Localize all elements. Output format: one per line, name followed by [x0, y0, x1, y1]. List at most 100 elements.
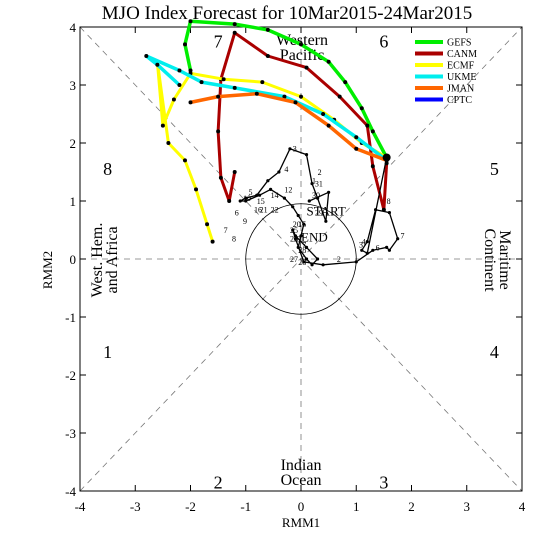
legend-label-ukme: UKME [447, 72, 476, 83]
observed-point [266, 179, 270, 183]
series-point-jman [326, 123, 331, 128]
series-point-ukme [232, 85, 237, 90]
observed-day-label: 8 [387, 197, 391, 206]
region-label-line: Ocean [281, 472, 322, 489]
phase-label: 1 [103, 342, 112, 362]
end-label: END [301, 230, 328, 245]
series-point-ecmf [171, 97, 176, 102]
observed-point [282, 196, 287, 200]
phase-label: 2 [214, 472, 223, 492]
phase-label: 3 [379, 472, 388, 492]
observed-point [310, 263, 314, 267]
observed-day-label: 10 [243, 194, 251, 203]
observed-day-label: 16 [254, 206, 262, 215]
observed-point [385, 245, 389, 249]
start-label: START [307, 204, 346, 219]
series-point-canm [304, 65, 309, 70]
legend-label-cptc: CPTC [447, 95, 472, 106]
observed-day-label: 14 [271, 191, 279, 200]
region-label-line: Western [276, 32, 328, 49]
observed-point [304, 257, 309, 261]
observed-point [257, 193, 262, 197]
x-tick-label: -1 [240, 499, 251, 514]
observed-day-label: 4 [284, 165, 288, 174]
y-axis-label: RMM2 [40, 251, 55, 289]
series-point-gefs [326, 59, 331, 64]
series-point-canm [265, 54, 270, 58]
observed-day-label: 7 [224, 226, 228, 235]
series-point-gefs [299, 42, 303, 47]
unit-circle [245, 203, 357, 315]
series-line-ukme [144, 54, 388, 162]
series-point-canm [232, 170, 237, 174]
observed-day-label: 2 [318, 168, 322, 177]
observed-point [315, 196, 320, 200]
region-label-line: Indian [281, 457, 322, 474]
phase-labels: 1 2 3 4 5 6 7 8 [103, 32, 499, 493]
observed-day-label: 19 [293, 235, 301, 244]
observed-day-label: 30 [312, 191, 320, 200]
x-tick-label: 2 [408, 499, 415, 514]
observed-point [360, 248, 364, 252]
phase-label: 4 [490, 342, 499, 362]
series-point-ukme [144, 54, 149, 58]
region-label-line: and Africa [104, 226, 121, 293]
series-point-gefs [343, 80, 348, 85]
y-tick-label: 2 [70, 136, 77, 151]
observed-day-label: 15 [257, 197, 265, 206]
phase-label: 6 [379, 32, 388, 52]
series-point-ecmf [205, 222, 210, 227]
y-tick-label: -3 [65, 426, 76, 441]
series-point-jman [188, 100, 193, 105]
region-label-line: Maritime [496, 230, 513, 290]
y-tick-label: -4 [65, 484, 76, 499]
observed-point [396, 237, 400, 241]
observed-day-label: 3 [293, 145, 297, 154]
observed-day-label: 21 [260, 206, 268, 215]
observed-point [238, 199, 242, 203]
series-point-ecmf [182, 158, 187, 163]
observed-point [310, 182, 314, 186]
observed-point [365, 240, 369, 244]
observed-day-label: 5 [249, 188, 253, 197]
series-point-canm [216, 129, 221, 134]
phase-label: 7 [214, 32, 223, 52]
observed-day-label: 28 [298, 258, 306, 267]
observed-point [324, 219, 328, 223]
observed-day-label: 9 [243, 217, 247, 226]
observed-point [296, 213, 300, 218]
observed-day-label: 6 [376, 243, 380, 252]
x-tick-label: 1 [353, 499, 360, 514]
x-tick-label: -4 [75, 499, 86, 514]
series-point-ecmf [194, 187, 199, 192]
series-point-ukme [177, 83, 182, 87]
observed-day-label: 3 [359, 240, 363, 249]
series-point-jman [354, 146, 359, 151]
observed-point [327, 190, 331, 194]
observed-day-label: 20 [293, 220, 301, 229]
series-point-jman [293, 100, 298, 105]
region-label: West. Hem.and Africa [89, 223, 121, 298]
chart-title: MJO Index Forecast for 10Mar2015-24Mar20… [102, 3, 472, 24]
observed-point [387, 211, 391, 215]
legend-label-gefs: GEFS [447, 38, 471, 49]
observed-point [371, 248, 375, 252]
phase-label: 5 [490, 159, 499, 179]
series-point-ecmf [160, 123, 165, 128]
observed-day-label: 25 [290, 226, 298, 235]
x-tick-label: -3 [130, 499, 141, 514]
series-point-ukme [354, 135, 359, 140]
y-tick-label: 4 [70, 20, 77, 35]
observed-day-label: 28 [298, 246, 306, 255]
series-point-canm [370, 164, 375, 169]
y-tick-label: -1 [65, 310, 76, 325]
series-point-gefs [188, 68, 193, 73]
region-label-line: West. Hem. [89, 223, 106, 298]
series-point-jman [216, 94, 221, 99]
series-point-gefs [232, 22, 237, 27]
